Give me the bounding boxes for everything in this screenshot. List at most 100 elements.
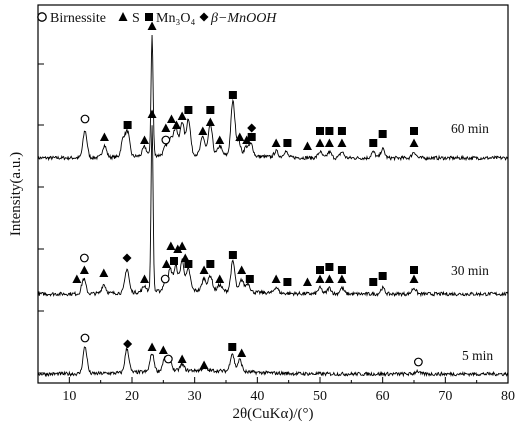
legend-label-mn3o4: Mn₃O₄	[156, 11, 195, 26]
y-axis-title: Intensity(a.u.)	[8, 152, 24, 236]
marker-s	[409, 138, 419, 147]
x-tick-label: 60	[376, 389, 390, 404]
x-axis-title: 2θ(CuKα)/(°)	[232, 406, 313, 422]
marker-s	[161, 259, 171, 268]
marker-s	[177, 241, 187, 250]
marker-s	[409, 274, 419, 283]
marker-mn3o4	[316, 127, 324, 135]
x-tick-label: 10	[62, 389, 76, 404]
marker-s	[199, 265, 209, 274]
marker-mn3o4	[316, 266, 324, 274]
marker-mn3o4	[325, 263, 334, 271]
marker-s	[180, 253, 190, 262]
marker-s	[315, 138, 325, 147]
marker-birnessite	[80, 333, 90, 343]
legend-marker-birnessite	[37, 12, 47, 22]
marker-s	[166, 114, 176, 123]
series-label-60min: 60 min	[451, 121, 489, 136]
trace-5min	[37, 346, 509, 378]
legend-label-mnooh: β−MnOOH	[210, 11, 277, 26]
marker-mn3o4	[369, 139, 378, 147]
marker-s	[271, 138, 281, 147]
marker-mn3o4	[206, 260, 215, 268]
marker-mnooh	[122, 253, 132, 263]
marker-mnooh	[247, 123, 257, 133]
marker-s	[171, 120, 181, 129]
marker-mn3o4	[228, 251, 237, 259]
marker-mn3o4	[123, 121, 132, 129]
marker-s	[99, 268, 109, 277]
marker-mn3o4	[369, 278, 378, 286]
marker-s	[198, 126, 208, 135]
marker-mn3o4	[247, 133, 256, 141]
marker-s	[337, 138, 347, 147]
marker-mn3o4	[337, 127, 346, 135]
marker-s	[337, 274, 347, 283]
marker-s	[324, 274, 334, 283]
x-tick-label: 30	[188, 389, 202, 404]
marker-s	[215, 274, 225, 283]
series-label-5min: 5 min	[462, 348, 493, 363]
marker-s	[237, 348, 247, 357]
x-tick-label: 20	[125, 389, 139, 404]
marker-s	[302, 277, 312, 286]
marker-s	[147, 342, 157, 351]
marker-s	[173, 244, 183, 253]
x-axis-ticks	[37, 377, 509, 383]
trace-30min	[37, 125, 509, 298]
marker-mn3o4	[184, 260, 193, 268]
marker-birnessite	[163, 354, 173, 364]
marker-s	[99, 132, 109, 141]
marker-mn3o4	[184, 106, 193, 114]
x-tick-label: 40	[250, 389, 264, 404]
marker-s	[177, 111, 187, 120]
marker-s	[237, 265, 247, 274]
y-axis-ticks	[38, 63, 44, 374]
marker-mn3o4	[169, 257, 178, 265]
plot-frame	[37, 4, 509, 384]
marker-s	[147, 21, 157, 30]
marker-s	[177, 354, 187, 363]
marker-birnessite	[161, 135, 171, 145]
marker-mn3o4	[228, 91, 237, 99]
marker-mn3o4	[206, 106, 215, 114]
marker-s	[161, 123, 171, 132]
marker-s	[302, 141, 312, 150]
marker-mn3o4	[337, 266, 346, 274]
marker-mn3o4	[410, 266, 418, 274]
marker-s	[147, 109, 157, 118]
x-tick-label: 50	[313, 389, 327, 404]
marker-s	[215, 135, 225, 144]
marker-mn3o4	[228, 343, 237, 351]
series-label-30min: 30 min	[451, 263, 489, 278]
marker-mn3o4	[283, 278, 292, 286]
marker-birnessite	[80, 114, 90, 124]
marker-mnooh	[123, 339, 133, 349]
marker-s	[324, 138, 334, 147]
marker-mn3o4	[245, 275, 254, 283]
marker-s	[166, 241, 176, 250]
marker-s	[140, 274, 150, 283]
legend-marker-s	[118, 12, 128, 21]
marker-mn3o4	[378, 130, 387, 138]
marker-s	[158, 345, 168, 354]
marker-mn3o4	[410, 127, 418, 135]
x-tick-label: 70	[438, 389, 452, 404]
marker-birnessite	[160, 274, 170, 284]
trace-60min	[37, 34, 509, 162]
marker-birnessite	[79, 253, 89, 263]
marker-s	[235, 132, 245, 141]
marker-s	[242, 135, 252, 144]
legend-label-s: S	[132, 11, 140, 26]
marker-s	[72, 274, 82, 283]
legend-label-birnessite: Birnessite	[50, 11, 106, 26]
marker-mn3o4	[283, 139, 292, 147]
legend-marker-mn3o4	[145, 13, 153, 21]
marker-s	[315, 274, 325, 283]
marker-s	[79, 265, 89, 274]
marker-mn3o4	[378, 272, 387, 280]
series-traces	[37, 34, 509, 378]
x-axis-tick-labels: 10 20 30 40 50 60 70 80	[62, 389, 515, 404]
x-tick-label: 80	[501, 389, 515, 404]
